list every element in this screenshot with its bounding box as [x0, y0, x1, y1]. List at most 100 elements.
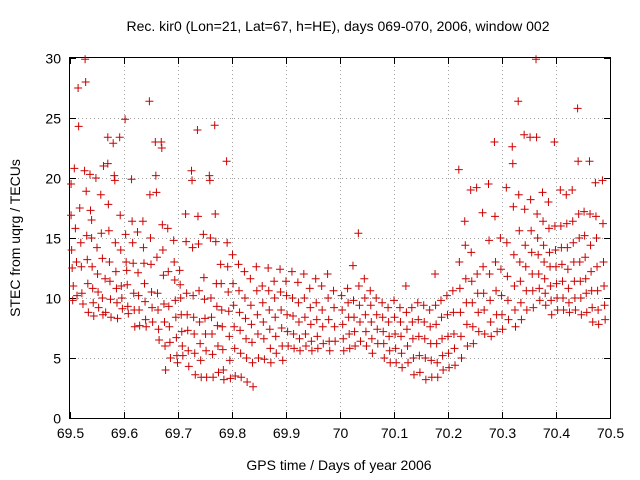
- data-point: [330, 322, 339, 331]
- data-point: [259, 334, 268, 343]
- data-point: [344, 298, 353, 307]
- data-point: [503, 296, 512, 305]
- data-point: [433, 373, 442, 382]
- data-point: [581, 274, 590, 283]
- data-point: [564, 298, 573, 307]
- data-point: [145, 97, 154, 106]
- data-point: [312, 315, 321, 324]
- data-point: [98, 294, 107, 302]
- data-point: [205, 171, 214, 180]
- data-point: [104, 200, 113, 209]
- data-point: [249, 382, 258, 391]
- data-point: [184, 346, 193, 355]
- data-point: [201, 314, 209, 323]
- data-point: [462, 320, 471, 329]
- data-point: [594, 320, 603, 329]
- data-point: [509, 202, 518, 211]
- data-point: [562, 219, 571, 228]
- grid-lines: [70, 58, 610, 418]
- data-point: [115, 133, 124, 142]
- data-point: [473, 270, 482, 278]
- data-point: [574, 157, 583, 166]
- data-point: [580, 207, 589, 216]
- data-point: [231, 372, 240, 380]
- data-point: [87, 234, 96, 242]
- data-point: [188, 243, 197, 252]
- data-point: [472, 183, 481, 192]
- data-point: [206, 294, 215, 302]
- data-point: [129, 259, 138, 268]
- data-point: [460, 217, 469, 226]
- data-point: [348, 261, 357, 270]
- data-point: [457, 354, 466, 362]
- data-point: [189, 313, 198, 322]
- data-point: [557, 260, 566, 269]
- plot-frame: [69, 57, 611, 419]
- data-point: [82, 187, 91, 196]
- data-point: [313, 344, 322, 353]
- data-point: [163, 224, 172, 233]
- data-point: [547, 296, 556, 305]
- data-point: [485, 236, 494, 245]
- data-point: [140, 279, 149, 288]
- data-point: [540, 274, 549, 283]
- data-point: [253, 310, 262, 319]
- data-point: [600, 282, 609, 290]
- data-point: [515, 258, 524, 266]
- data-point: [236, 326, 245, 335]
- data-point: [391, 344, 400, 353]
- data-point: [97, 229, 106, 238]
- data-point: [576, 277, 585, 286]
- data-point: [177, 327, 186, 336]
- data-point: [508, 142, 517, 151]
- x-tick-label: 69.7: [165, 425, 192, 441]
- data-point: [210, 121, 219, 130]
- data-point: [510, 282, 519, 290]
- data-point: [586, 241, 595, 250]
- data-point: [498, 310, 506, 319]
- data-point: [361, 327, 370, 336]
- data-point: [94, 288, 103, 296]
- data-point: [276, 265, 285, 274]
- data-point: [128, 217, 137, 226]
- data-point: [81, 78, 90, 86]
- data-point: [425, 306, 434, 314]
- data-point: [408, 318, 417, 326]
- data-point: [235, 308, 244, 317]
- data-point: [442, 291, 451, 300]
- data-point: [93, 270, 102, 278]
- data-point: [80, 166, 89, 175]
- data-point: [159, 271, 168, 280]
- data-point: [208, 330, 217, 338]
- data-point: [409, 354, 418, 362]
- x-tick-label: 69.9: [273, 425, 300, 441]
- data-point: [474, 327, 483, 336]
- data-point: [372, 310, 381, 319]
- data-point: [384, 318, 393, 326]
- data-point: [109, 139, 118, 148]
- data-point: [121, 115, 130, 124]
- data-point: [182, 289, 191, 298]
- x-tick-label: 70.2: [435, 425, 462, 441]
- data-point: [467, 277, 476, 286]
- data-point: [576, 294, 585, 302]
- data-point: [317, 282, 326, 290]
- data-point: [402, 325, 411, 334]
- data-point: [535, 284, 544, 293]
- data-point: [491, 258, 500, 266]
- y-tick-label: 5: [53, 351, 61, 367]
- data-point: [69, 282, 78, 290]
- data-point: [330, 303, 339, 312]
- chart-title: Rec. kir0 (Lon=21, Lat=67, h=HE), days 0…: [127, 18, 550, 34]
- data-point: [240, 267, 249, 276]
- data-point: [582, 289, 591, 298]
- data-point: [343, 284, 352, 293]
- data-point: [390, 313, 399, 322]
- data-point: [294, 298, 303, 307]
- data-point: [222, 157, 231, 166]
- data-point: [546, 282, 555, 290]
- data-point: [181, 210, 190, 218]
- data-point: [305, 284, 314, 293]
- data-point: [563, 265, 572, 274]
